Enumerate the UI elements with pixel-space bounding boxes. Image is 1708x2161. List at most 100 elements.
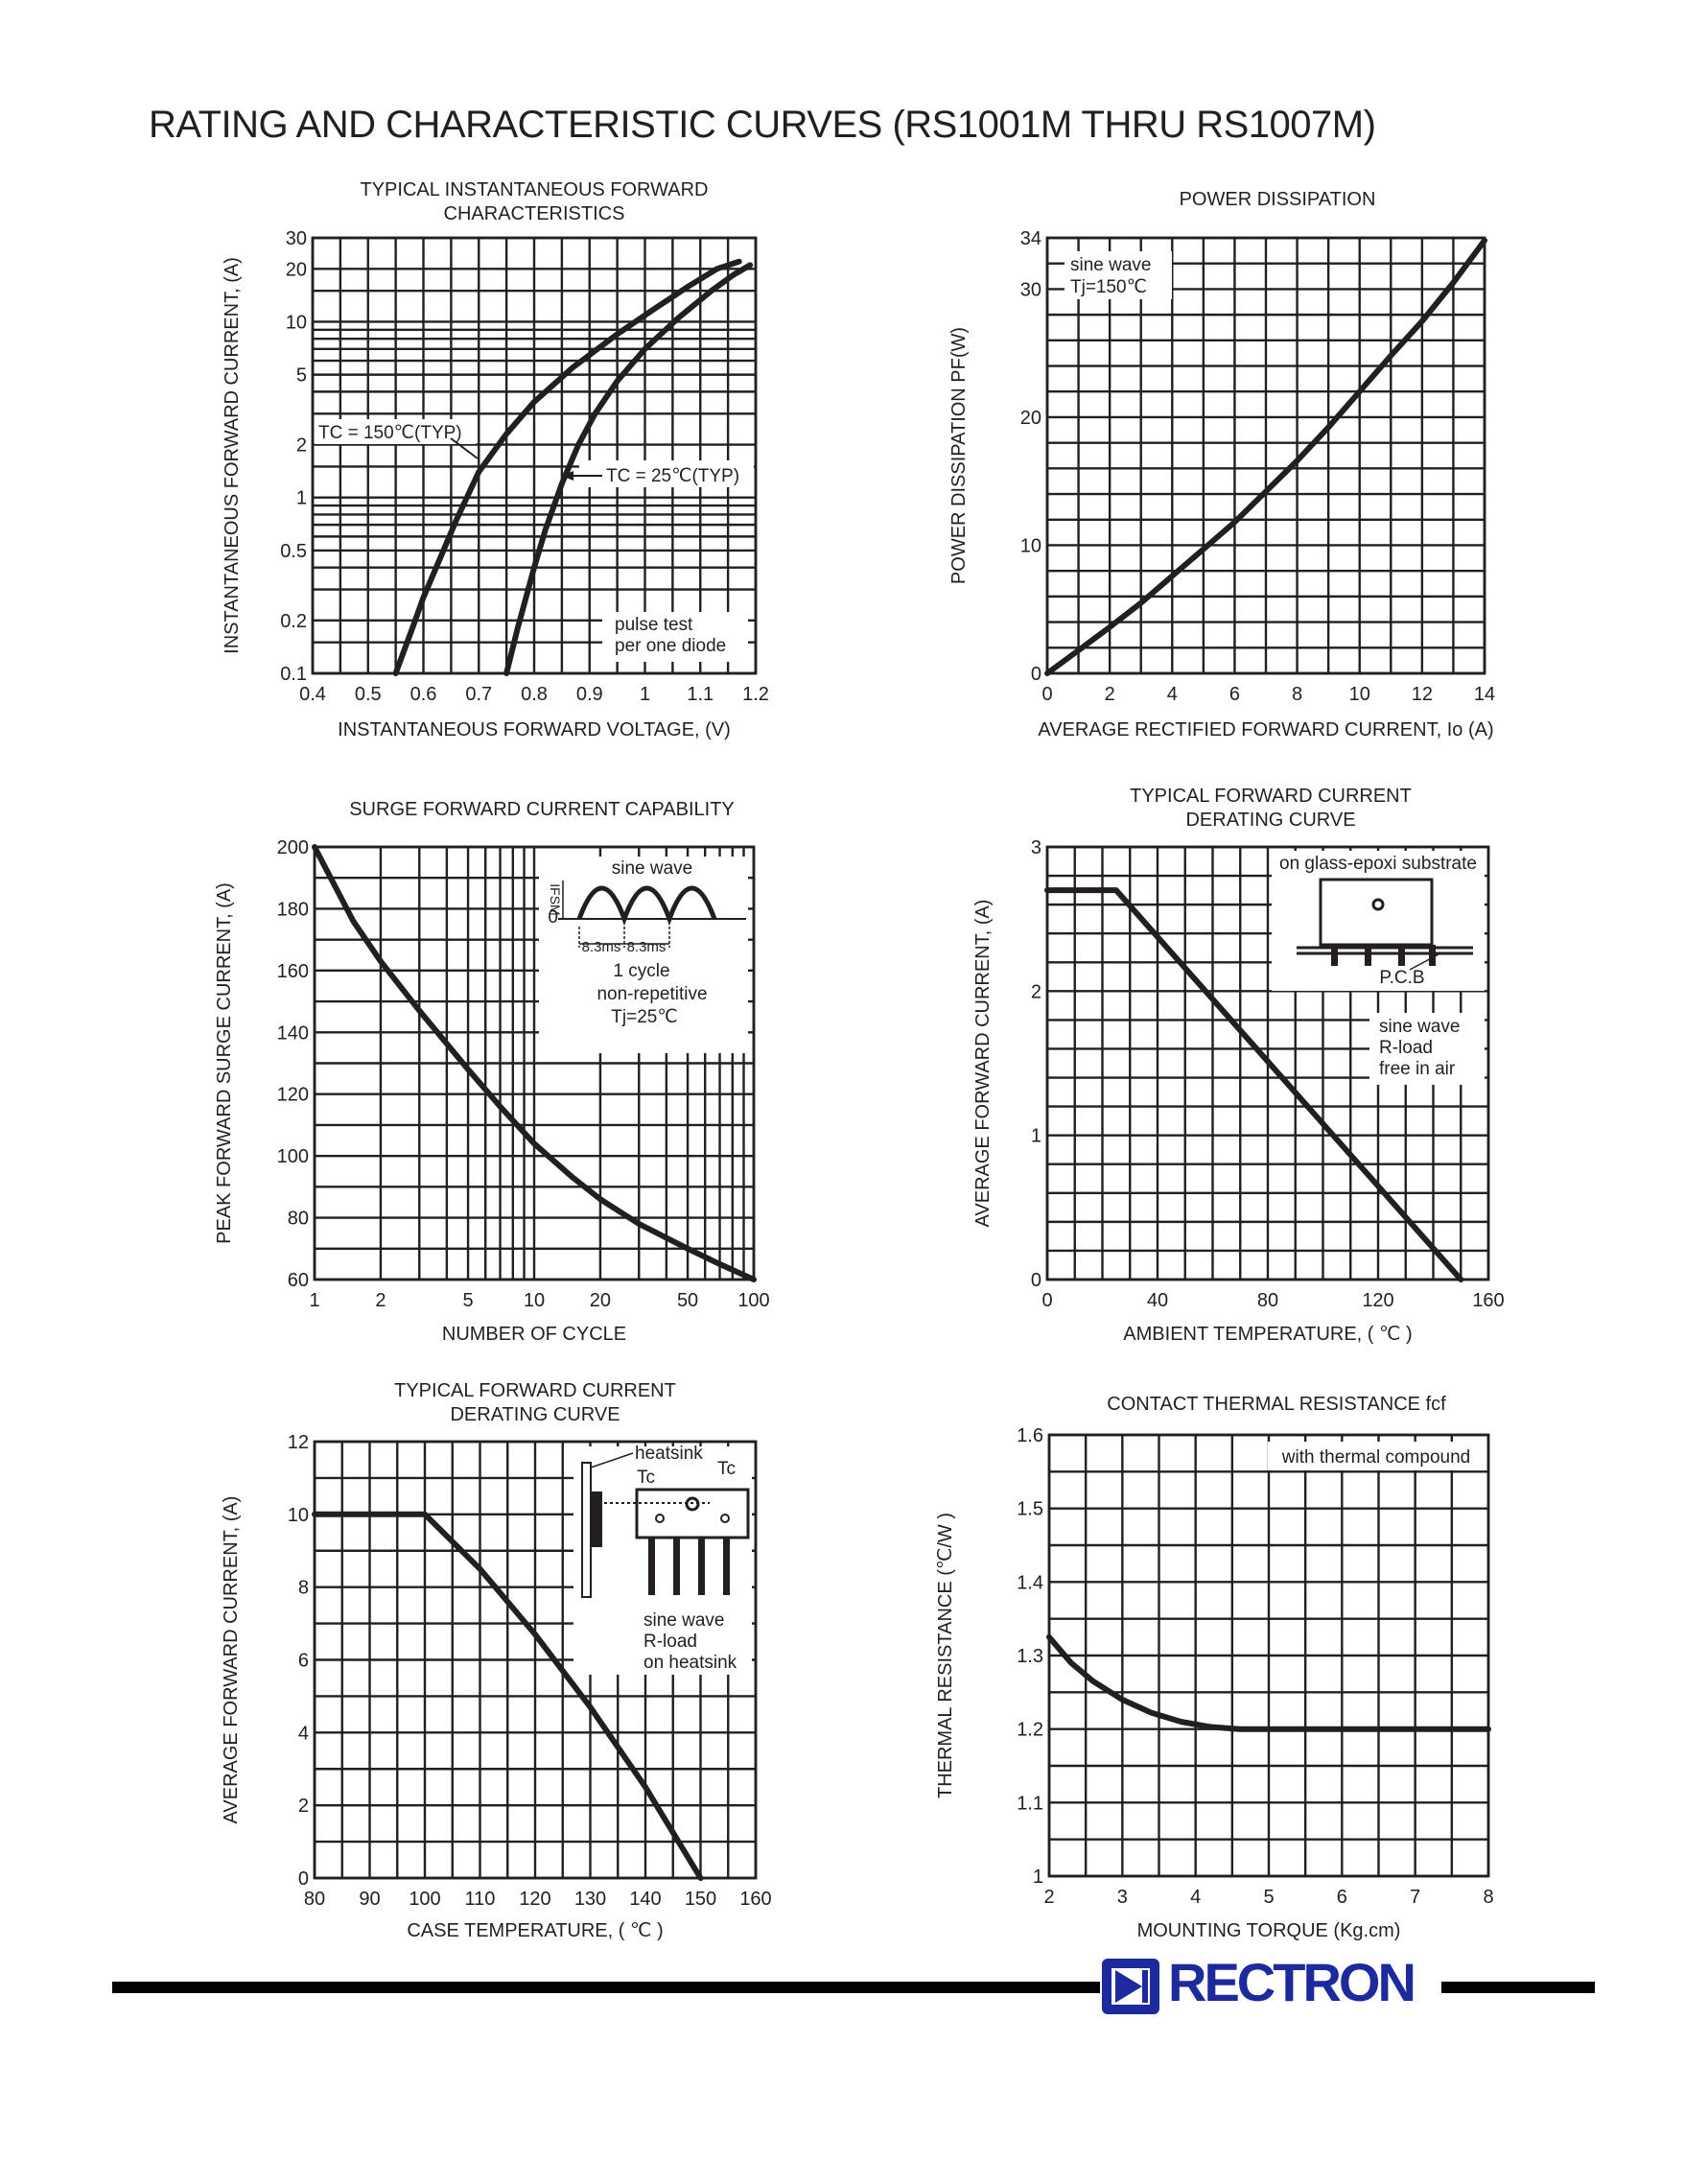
x-axis-label: CASE TEMPERATURE, ( ℃ ) [407,1920,663,1941]
annotation-text: 8.3ms [627,939,667,955]
annotation-text: non-repetitive [597,984,707,1004]
annotation-text: Tc [637,1468,655,1488]
series-leader-line [450,437,479,459]
arrow-head-icon [561,471,573,481]
y-tick-label: 1 [1033,1867,1043,1888]
x-tick-label: 80 [1257,1290,1278,1311]
x-tick-label: 0 [1041,1290,1052,1311]
x-tick-label: 4 [1190,1887,1201,1908]
x-tick-label: 160 [1472,1290,1504,1311]
x-tick-label: 0 [1041,684,1052,705]
annotation-text: heatsink [635,1444,703,1464]
y-axis-label: PEAK FORWARD SURGE CURRENT, (A) [214,882,235,1244]
annotation-text: R-load [643,1632,697,1652]
mount-hole-icon [685,1496,700,1512]
y-tick-label: 100 [277,1146,309,1167]
x-tick-label: 40 [1147,1290,1168,1311]
y-tick-label: 1 [296,488,307,509]
series-label-box [315,419,476,444]
y-axis-label: INSTANTANEOUS FORWARD CURRENT, (A) [222,257,243,654]
y-tick-label: 6 [298,1651,309,1672]
series-line [312,1511,704,1881]
y-tick-label: 10 [288,1505,309,1526]
y-tick-label: 2 [1031,981,1041,1002]
annotation-text: sine wave [612,858,693,879]
x-tick-label: 5 [1263,1887,1274,1908]
sine-wave-icon [576,885,717,927]
y-tick-label: 34 [1020,228,1041,249]
y-tick-label: 8 [298,1578,309,1599]
x-tick-label: 100 [409,1889,440,1910]
x-tick-label: 0.6 [410,684,437,705]
x-tick-label: 2 [375,1290,386,1311]
series-label-box [579,460,754,487]
x-tick-label: 100 [737,1290,769,1311]
x-tick-label: 2 [1105,684,1115,705]
y-tick-label: 2 [298,1796,309,1817]
heatsink-leader-line [590,1452,634,1468]
mount-hole-icon [1371,898,1385,911]
y-tick-label: 0.5 [280,541,307,562]
y-tick-label: 10 [286,312,307,333]
plot-frame [313,845,756,1281]
series-label: TC = 150℃(TYP) [318,423,462,443]
y-tick-label: 160 [277,961,309,982]
y-tick-label: 5 [296,365,307,387]
annotation-text: with thermal compound [1281,1447,1470,1468]
y-axis-label: AVERAGE FORWARD CURRENT, (A) [221,1496,242,1824]
page-title: RATING AND CHARACTERISTIC CURVES (RS1001… [149,104,1376,146]
x-tick-label: 5 [463,1290,474,1311]
series-line [392,258,742,676]
annotation-text: sine wave [643,1610,725,1631]
y-tick-label: 200 [277,837,309,858]
x-tick-label: 14 [1474,684,1495,705]
y-tick-label: 10 [1020,535,1041,556]
x-tick-label: 3 [1117,1887,1128,1908]
y-tick-label: 1.1 [1017,1793,1043,1814]
chart-title: CONTACT THERMAL RESISTANCE fcf [1107,1394,1446,1415]
y-axis-label: AVERAGE FORWARD CURRENT, (A) [972,900,994,1228]
marker-icon [720,1514,730,1523]
heatsink-icon [581,1462,592,1598]
x-tick-label: 2 [1043,1887,1054,1908]
y-tick-label: 80 [288,1209,309,1230]
marker-icon [655,1514,665,1523]
device-side-icon [591,1492,602,1547]
x-tick-label: 90 [359,1889,380,1910]
y-tick-label: 1.4 [1017,1572,1043,1593]
pin-icon [1429,945,1436,966]
x-tick-label: 4 [1167,684,1178,705]
chart-title: TYPICAL FORWARD CURRENT [394,1380,676,1401]
y-tick-label: 1 [1031,1126,1041,1147]
x-tick-label: 0.7 [465,684,492,705]
x-tick-label: 80 [304,1889,325,1910]
pin-icon [723,1538,730,1595]
series-line [1044,887,1464,1282]
y-tick-label: 4 [298,1723,309,1744]
x-tick-label: 150 [685,1889,716,1910]
chart-title: TYPICAL FORWARD CURRENT [1130,786,1412,807]
plot-frame [1045,236,1486,675]
annotation-text: sine wave [1379,1017,1461,1037]
y-tick-label: 120 [277,1085,309,1106]
y-tick-label: 180 [277,899,309,920]
footer-rule-right [1441,1982,1595,1993]
annotation-text: Tj=150℃ [1070,277,1147,297]
y-tick-label: 2 [296,435,307,457]
y-tick-label: 0 [1031,664,1041,685]
y-tick-label: 0.2 [280,611,307,632]
pin-icon [1398,945,1405,966]
series-line [312,844,757,1282]
y-tick-label: 30 [1020,279,1041,300]
x-tick-label: 7 [1410,1887,1420,1908]
inset-box [573,1446,752,1675]
chart-title: POWER DISSIPATION [1180,189,1376,210]
annotation-text: Tj=25℃ [611,1007,677,1027]
annotation-box [1369,1013,1485,1085]
chart-title: TYPICAL INSTANTANEOUS FORWARD [361,179,709,200]
x-tick-label: 140 [629,1889,661,1910]
